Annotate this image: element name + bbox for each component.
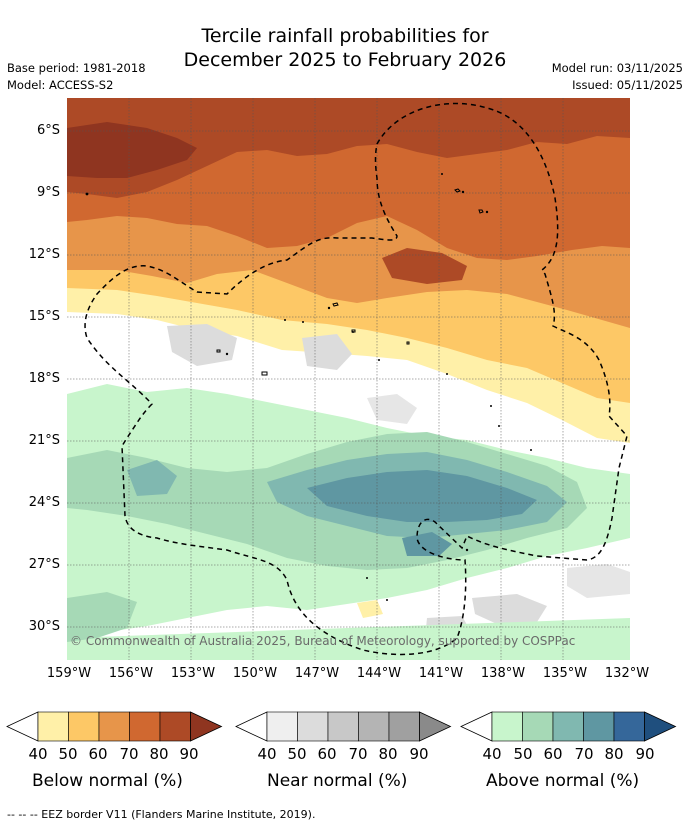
colorbar-segment bbox=[583, 711, 615, 742]
lat-label-12s: 12°S bbox=[28, 247, 60, 262]
below-normal-colorbar bbox=[6, 711, 223, 742]
colorbar-segment bbox=[266, 711, 298, 742]
near-tick-50: 50 bbox=[287, 745, 307, 763]
colorbar-segment bbox=[129, 711, 161, 742]
copyright-notice: © Commonwealth of Australia 2025, Bureau… bbox=[70, 634, 576, 648]
colorbar-min-extension bbox=[235, 711, 268, 742]
issued-date: Issued: 05/11/2025 bbox=[572, 78, 683, 92]
near-normal-colorbar bbox=[235, 711, 452, 742]
lon-label-156w: 156°W bbox=[108, 666, 154, 681]
below-tick-50: 50 bbox=[58, 745, 78, 763]
lat-label-24s: 24°S bbox=[28, 495, 60, 510]
colorbar-segment bbox=[297, 711, 329, 742]
colorbar-segment bbox=[327, 711, 359, 742]
below-tick-90: 90 bbox=[179, 745, 199, 763]
near-normal-patch-2 bbox=[302, 334, 352, 370]
above-tick-60: 60 bbox=[543, 745, 563, 763]
above-normal-70-region bbox=[307, 470, 537, 522]
above-normal-60-west bbox=[127, 460, 177, 496]
lon-label-135w: 135°W bbox=[542, 666, 588, 681]
lat-label-27s: 27°S bbox=[28, 557, 60, 572]
near-tick-90: 90 bbox=[409, 745, 429, 763]
island-outlines bbox=[216, 188, 484, 376]
colorbars bbox=[6, 711, 677, 742]
near-tick-80: 80 bbox=[378, 745, 398, 763]
near-tick-70: 70 bbox=[348, 745, 368, 763]
colorbar-max-extension bbox=[644, 711, 677, 742]
near-tick-40: 40 bbox=[257, 745, 277, 763]
below-normal-title: Below normal (%) bbox=[32, 771, 183, 791]
colorbar-segment bbox=[358, 711, 390, 742]
below-normal-80-region bbox=[67, 98, 630, 198]
near-normal-patch-1 bbox=[167, 324, 237, 366]
below-normal-south-patch-3 bbox=[357, 600, 383, 618]
model-name: Model: ACCESS-S2 bbox=[7, 78, 114, 92]
model-run: Model run: 03/11/2025 bbox=[551, 61, 683, 75]
above-normal-70-patch bbox=[402, 532, 452, 556]
colorbar-segment bbox=[68, 711, 100, 742]
title-line-1: Tercile rainfall probabilities for bbox=[201, 25, 489, 47]
above-tick-40: 40 bbox=[482, 745, 502, 763]
colorbar-segment bbox=[552, 711, 584, 742]
colorbar-max-extension bbox=[419, 711, 452, 742]
colorbar-segment bbox=[98, 711, 130, 742]
above-tick-70: 70 bbox=[574, 745, 594, 763]
colorbar-segment bbox=[613, 711, 645, 742]
lon-label-159w: 159°W bbox=[46, 666, 92, 681]
eez-legend-note: -- -- -- EEZ border V11 (Flanders Marine… bbox=[7, 808, 316, 821]
near-normal-patch-7 bbox=[567, 564, 630, 598]
colorbar-segment bbox=[491, 711, 523, 742]
rainfall-probability-map bbox=[67, 98, 630, 660]
colorbar-segment bbox=[37, 711, 69, 742]
near-normal-title: Near normal (%) bbox=[267, 771, 408, 791]
lon-label-132w: 132°W bbox=[604, 666, 650, 681]
below-tick-60: 60 bbox=[88, 745, 108, 763]
lon-label-150w: 150°W bbox=[232, 666, 278, 681]
colorbar-segment bbox=[522, 711, 554, 742]
lon-label-153w: 153°W bbox=[170, 666, 216, 681]
below-tick-80: 80 bbox=[149, 745, 169, 763]
above-normal-50-southwest bbox=[67, 592, 137, 642]
title-line-2: December 2025 to February 2026 bbox=[183, 49, 507, 71]
lat-label-6s: 6°S bbox=[36, 123, 60, 138]
above-normal-colorbar bbox=[460, 711, 677, 742]
below-tick-40: 40 bbox=[28, 745, 48, 763]
lat-label-30s: 30°S bbox=[28, 619, 60, 634]
map-title: Tercile rainfall probabilities for Decem… bbox=[0, 24, 690, 72]
below-normal-90-region bbox=[67, 122, 197, 178]
base-period: Base period: 1981-2018 bbox=[7, 61, 146, 75]
lon-label-138w: 138°W bbox=[480, 666, 526, 681]
near-normal-patch-3 bbox=[367, 394, 417, 424]
colorbar-min-extension bbox=[460, 711, 493, 742]
above-tick-80: 80 bbox=[604, 745, 624, 763]
above-tick-90: 90 bbox=[635, 745, 655, 763]
map-gridlines bbox=[67, 98, 630, 660]
above-normal-40-south bbox=[67, 618, 630, 660]
lon-label-141w: 141°W bbox=[418, 666, 464, 681]
near-tick-60: 60 bbox=[317, 745, 337, 763]
lat-label-21s: 21°S bbox=[28, 433, 60, 448]
lat-label-15s: 15°S bbox=[28, 309, 60, 324]
below-normal-80-patch bbox=[382, 248, 467, 284]
near-normal-patch-5 bbox=[472, 594, 547, 624]
above-normal-title: Above normal (%) bbox=[486, 771, 640, 791]
eez-border bbox=[84, 102, 628, 656]
colorbar-segment bbox=[159, 711, 191, 742]
lon-label-144w: 144°W bbox=[356, 666, 402, 681]
colorbar-max-extension bbox=[190, 711, 223, 742]
lat-label-9s: 9°S bbox=[36, 185, 60, 200]
below-tick-70: 70 bbox=[119, 745, 139, 763]
colorbar-min-extension bbox=[6, 711, 39, 742]
lat-label-18s: 18°S bbox=[28, 371, 60, 386]
island-dots bbox=[85, 173, 532, 601]
lon-label-147w: 147°W bbox=[294, 666, 340, 681]
above-tick-50: 50 bbox=[513, 745, 533, 763]
colorbar-segment bbox=[388, 711, 420, 742]
